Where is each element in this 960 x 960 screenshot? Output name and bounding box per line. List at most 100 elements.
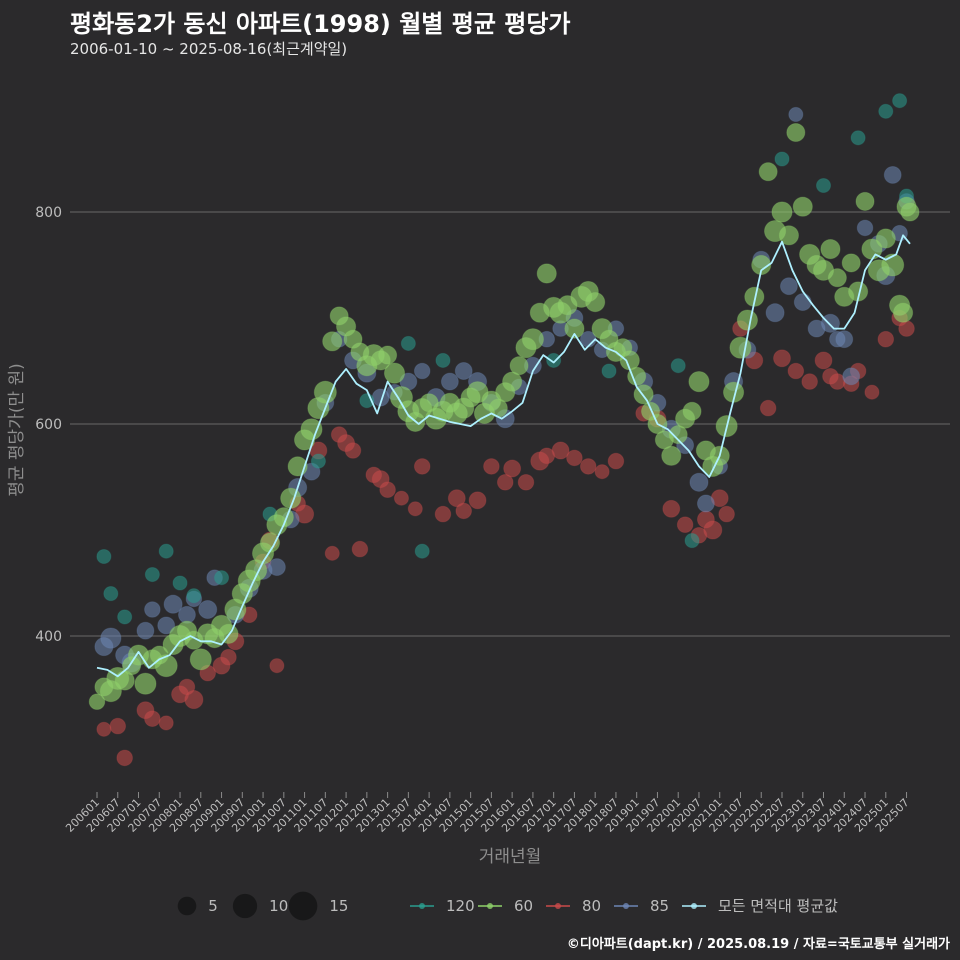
point-80 xyxy=(96,721,112,737)
point-120 xyxy=(815,177,832,194)
legend-size-label: 5 xyxy=(208,897,218,915)
legend-label-80: 80 xyxy=(582,897,601,915)
point-60 xyxy=(661,445,682,466)
point-120 xyxy=(601,363,617,379)
point-80 xyxy=(579,458,597,475)
point-80 xyxy=(158,715,174,731)
point-80 xyxy=(662,499,681,518)
point-120 xyxy=(774,151,790,167)
credit-text: ©디아파트(dapt.kr) / 2025.08.19 / 자료=국토교통부 실… xyxy=(566,937,950,952)
point-60 xyxy=(564,318,585,339)
average-line-layer xyxy=(96,234,911,678)
point-120 xyxy=(117,609,133,625)
point-80 xyxy=(447,489,466,508)
point-120 xyxy=(878,103,894,119)
point-85 xyxy=(157,616,176,635)
point-60 xyxy=(758,162,778,182)
legend-dot-60 xyxy=(487,903,493,909)
point-120 xyxy=(546,352,562,368)
point-80 xyxy=(503,459,522,478)
point-85 xyxy=(163,594,183,614)
point-60 xyxy=(154,654,178,678)
point-60 xyxy=(536,263,557,284)
point-80 xyxy=(787,362,805,380)
point-85 xyxy=(136,621,155,640)
point-80 xyxy=(517,474,535,491)
point-80 xyxy=(607,452,625,470)
point-120 xyxy=(172,575,188,591)
point-80 xyxy=(468,491,487,510)
point-120 xyxy=(850,130,866,146)
legend-dot-120 xyxy=(419,903,425,909)
legend: 5 10 15 120 60 80 85 모든 면적대 평균값 xyxy=(177,891,838,921)
legend-dot-85 xyxy=(623,903,629,909)
point-80 xyxy=(773,349,791,368)
point-80 xyxy=(413,458,431,475)
point-80 xyxy=(676,516,694,534)
legend-dot-avg xyxy=(691,903,697,909)
point-80 xyxy=(483,458,500,475)
point-60 xyxy=(900,202,920,222)
point-120 xyxy=(310,453,326,469)
point-80 xyxy=(393,490,409,506)
point-120 xyxy=(158,543,174,559)
point-60 xyxy=(729,336,752,359)
point-80 xyxy=(220,648,237,666)
point-60 xyxy=(855,191,875,211)
point-80 xyxy=(814,351,833,370)
point-80 xyxy=(801,373,818,390)
y-tick-label: 600 xyxy=(35,417,62,433)
point-85 xyxy=(820,313,840,333)
y-axis-title: 평균 평당가(만 원) xyxy=(7,363,27,497)
point-120 xyxy=(103,586,119,602)
point-80 xyxy=(455,502,473,520)
point-60 xyxy=(771,201,793,223)
point-85 xyxy=(779,277,798,296)
point-60 xyxy=(313,380,337,404)
legend-label-85: 85 xyxy=(650,897,669,915)
point-60 xyxy=(688,370,710,393)
point-60 xyxy=(509,356,529,376)
point-60 xyxy=(736,309,759,331)
point-60 xyxy=(521,328,545,351)
legend-size-label: 15 xyxy=(329,897,348,915)
point-120 xyxy=(670,358,686,374)
point-80 xyxy=(566,449,583,467)
point-80 xyxy=(718,505,735,523)
point-60 xyxy=(841,253,861,273)
point-85 xyxy=(883,165,902,184)
point-85 xyxy=(696,494,715,513)
point-85 xyxy=(765,303,785,323)
point-80 xyxy=(184,690,204,710)
chart-title: 평화동2가 동신 아파트(1998) 월별 평균 평당가 xyxy=(70,10,571,38)
point-60 xyxy=(682,401,702,421)
point-60 xyxy=(300,418,323,441)
point-85 xyxy=(198,599,218,620)
point-120 xyxy=(435,352,451,368)
legend-label-60: 60 xyxy=(514,897,533,915)
point-60 xyxy=(585,291,606,313)
legend-size-10 xyxy=(232,893,258,919)
point-60 xyxy=(383,362,406,384)
point-60 xyxy=(751,254,772,276)
legend-dot-80 xyxy=(555,903,561,909)
point-85 xyxy=(413,362,431,380)
legend-size-15 xyxy=(288,891,318,921)
point-80 xyxy=(324,545,340,561)
point-80 xyxy=(109,717,127,735)
point-60 xyxy=(827,268,847,288)
point-60 xyxy=(881,253,905,277)
point-120 xyxy=(684,533,700,549)
legend-size-5 xyxy=(177,896,197,916)
point-80 xyxy=(759,399,777,417)
point-60 xyxy=(259,532,281,553)
point-60 xyxy=(792,196,813,217)
point-120 xyxy=(144,566,160,583)
point-80 xyxy=(116,749,133,767)
point-60 xyxy=(134,672,157,695)
point-80 xyxy=(551,441,570,460)
point-85 xyxy=(856,219,874,237)
point-80 xyxy=(379,481,396,499)
point-85 xyxy=(454,362,473,380)
